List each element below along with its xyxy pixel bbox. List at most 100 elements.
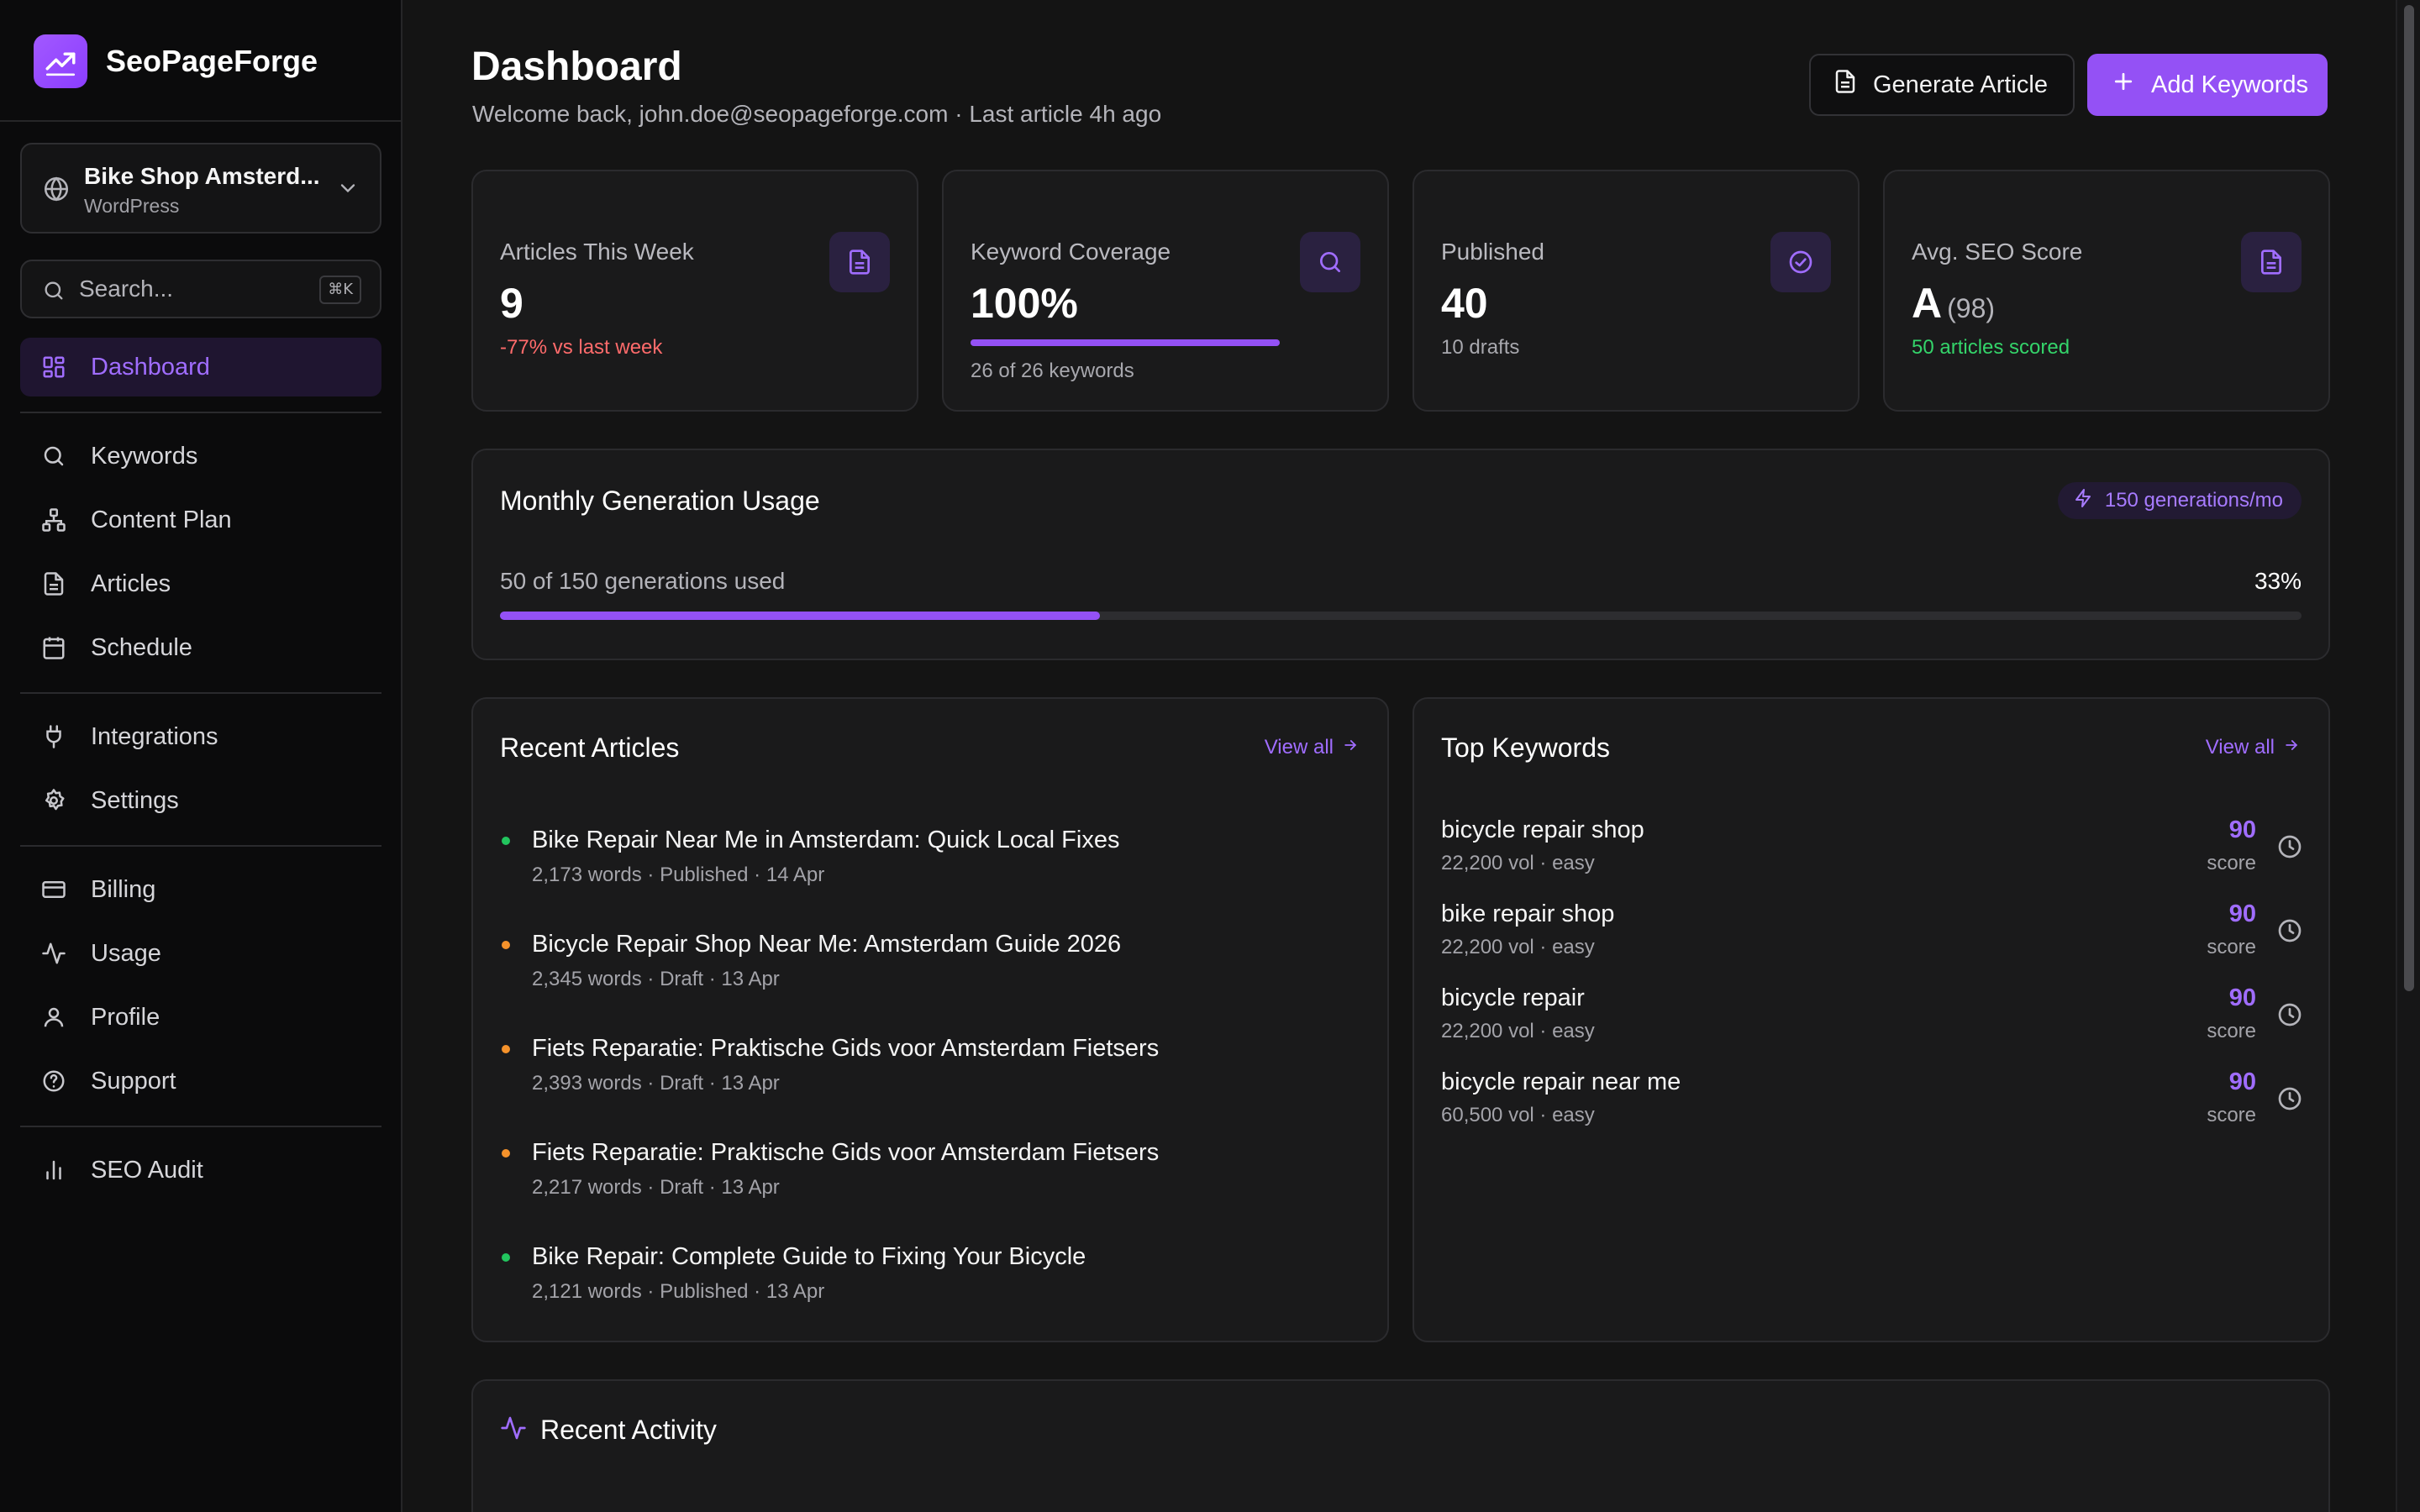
nav-divider bbox=[20, 412, 381, 413]
nav-item-content-plan[interactable]: Content Plan bbox=[20, 491, 381, 549]
activity-icon bbox=[40, 940, 67, 967]
keyword-score-label: score bbox=[2207, 852, 2256, 874]
stat-value: 40 bbox=[1441, 280, 1488, 327]
calendar-icon bbox=[40, 634, 67, 661]
page-title: Dashboard bbox=[471, 45, 682, 89]
keyword-score-label: score bbox=[2207, 1104, 2256, 1126]
nav-label: Dashboard bbox=[91, 353, 210, 381]
nav-label: Usage bbox=[91, 939, 161, 967]
nav-item-settings[interactable]: Settings bbox=[20, 771, 381, 830]
nav-label: Schedule bbox=[91, 633, 192, 661]
usage-percent: 33% bbox=[2254, 568, 2302, 594]
stat-label: Keyword Coverage bbox=[971, 239, 1171, 265]
nav-item-schedule[interactable]: Schedule bbox=[20, 618, 381, 677]
nav-item-profile[interactable]: Profile bbox=[20, 988, 381, 1047]
button-label: Generate Article bbox=[1873, 71, 2048, 98]
main-content: Dashboard Welcome back, john.doe@seopage… bbox=[404, 0, 2396, 1512]
nav-item-integrations[interactable]: Integrations bbox=[20, 707, 381, 766]
keyword-meta: 22,200 vol · easy bbox=[1441, 852, 1595, 874]
site-name: Bike Shop Amsterd... bbox=[84, 163, 320, 189]
view-all-label: View all bbox=[1264, 736, 1334, 759]
keyword-score-label: score bbox=[2207, 936, 2256, 958]
nav-label: Profile bbox=[91, 1003, 160, 1031]
stat-label: Avg. SEO Score bbox=[1912, 239, 2083, 265]
recent-activity-title: Recent Activity bbox=[540, 1415, 717, 1445]
nav-label: Billing bbox=[91, 875, 156, 903]
coverage-progress-bar bbox=[971, 339, 1280, 346]
article-meta: 2,173 words · Published · 14 Apr bbox=[532, 864, 825, 886]
check-circle-icon bbox=[1770, 232, 1831, 292]
stat-note: 50 articles scored bbox=[1912, 336, 2070, 359]
keyword-text: bicycle repair bbox=[1441, 984, 1585, 1011]
clock-icon[interactable] bbox=[2276, 1001, 2303, 1032]
keyword-row[interactable]: bicycle repair 22,200 vol · easy 90 scor… bbox=[1441, 984, 2303, 1052]
keyword-row[interactable]: bicycle repair near me 60,500 vol · easy… bbox=[1441, 1068, 2303, 1136]
dashboard-icon bbox=[40, 354, 67, 381]
globe-icon bbox=[42, 175, 71, 207]
nav-item-seo-audit[interactable]: SEO Audit bbox=[20, 1141, 381, 1200]
user-icon bbox=[40, 1004, 67, 1031]
nav-label: Settings bbox=[91, 786, 179, 814]
recent-activity-card: Recent Activity bbox=[471, 1379, 2330, 1512]
stat-label: Articles This Week bbox=[500, 239, 694, 265]
sidebar: SeoPageForge Bike Shop Amsterd... WordPr… bbox=[0, 0, 402, 1512]
page-scrollbar[interactable] bbox=[2396, 0, 2420, 1512]
trending-up-icon bbox=[34, 34, 87, 88]
recent-articles-view-all-link[interactable]: View all bbox=[1265, 736, 1359, 759]
usage-progress-fill bbox=[500, 612, 1100, 620]
scrollbar-thumb[interactable] bbox=[2404, 5, 2414, 991]
document-icon bbox=[829, 232, 890, 292]
bar-chart-icon bbox=[40, 1157, 67, 1184]
clock-icon[interactable] bbox=[2276, 917, 2303, 948]
keyword-text: bicycle repair shop bbox=[1441, 816, 1644, 843]
seo-grade: A bbox=[1912, 280, 1943, 327]
clock-icon[interactable] bbox=[2276, 1085, 2303, 1116]
plus-icon bbox=[2111, 69, 2136, 101]
nav-divider bbox=[20, 845, 381, 847]
stat-value: 100% bbox=[971, 280, 1078, 327]
plug-icon bbox=[40, 723, 67, 750]
article-meta: 2,121 words · Published · 13 Apr bbox=[532, 1280, 825, 1303]
keyword-text: bike repair shop bbox=[1441, 900, 1615, 927]
recent-activity-header: Recent Activity bbox=[500, 1415, 717, 1446]
status-dot bbox=[502, 837, 510, 845]
sidebar-divider bbox=[0, 120, 402, 122]
nav-label: Articles bbox=[91, 570, 171, 597]
credit-card-icon bbox=[40, 876, 67, 903]
stat-card-published: Published 40 10 drafts bbox=[1413, 170, 1860, 412]
nav-item-support[interactable]: Support bbox=[20, 1052, 381, 1110]
keyword-row[interactable]: bicycle repair shop 22,200 vol · easy 90… bbox=[1441, 816, 2303, 884]
search-box[interactable]: ⌘K bbox=[20, 260, 381, 318]
nav-item-usage[interactable]: Usage bbox=[20, 924, 381, 983]
nav-item-articles[interactable]: Articles bbox=[20, 554, 381, 613]
keyword-score: 90 bbox=[2228, 1068, 2256, 1095]
usage-used-text: 50 of 150 generations used bbox=[500, 568, 786, 594]
brand-name: SeoPageForge bbox=[106, 44, 318, 78]
article-meta: 2,345 words · Draft · 13 Apr bbox=[532, 968, 780, 990]
brand[interactable]: SeoPageForge bbox=[34, 34, 318, 89]
generate-article-button[interactable]: Generate Article bbox=[1809, 54, 2075, 116]
search-input[interactable] bbox=[79, 271, 314, 307]
keyword-meta: 60,500 vol · easy bbox=[1441, 1104, 1595, 1126]
keyword-meta: 22,200 vol · easy bbox=[1441, 1020, 1595, 1042]
keyword-row[interactable]: bike repair shop 22,200 vol · easy 90 sc… bbox=[1441, 900, 2303, 968]
page-subtitle: Welcome back, john.doe@seopageforge.com … bbox=[472, 101, 1162, 127]
clock-icon[interactable] bbox=[2276, 833, 2303, 864]
search-icon bbox=[42, 279, 66, 307]
top-keywords-title: Top Keywords bbox=[1441, 732, 1610, 763]
status-dot bbox=[502, 1045, 510, 1053]
arrow-right-icon bbox=[1342, 736, 1359, 759]
nav-label: SEO Audit bbox=[91, 1156, 203, 1184]
site-selector[interactable]: Bike Shop Amsterd... WordPress bbox=[20, 143, 381, 234]
nav-divider bbox=[20, 1126, 381, 1127]
document-icon bbox=[1833, 69, 1858, 101]
top-keywords-view-all-link[interactable]: View all bbox=[2206, 736, 2300, 759]
top-keywords-card: Top Keywords View all bicycle repair sho… bbox=[1413, 697, 2330, 1342]
stat-card-articles-week: Articles This Week 9 -77% vs last week bbox=[471, 170, 918, 412]
nav-item-keywords[interactable]: Keywords bbox=[20, 427, 381, 486]
nav-item-dashboard[interactable]: Dashboard bbox=[20, 338, 381, 396]
article-title: Bike Repair: Complete Guide to Fixing Yo… bbox=[532, 1243, 1086, 1270]
activity-icon bbox=[500, 1415, 527, 1446]
nav-item-billing[interactable]: Billing bbox=[20, 860, 381, 919]
add-keywords-button[interactable]: Add Keywords bbox=[2087, 54, 2328, 116]
